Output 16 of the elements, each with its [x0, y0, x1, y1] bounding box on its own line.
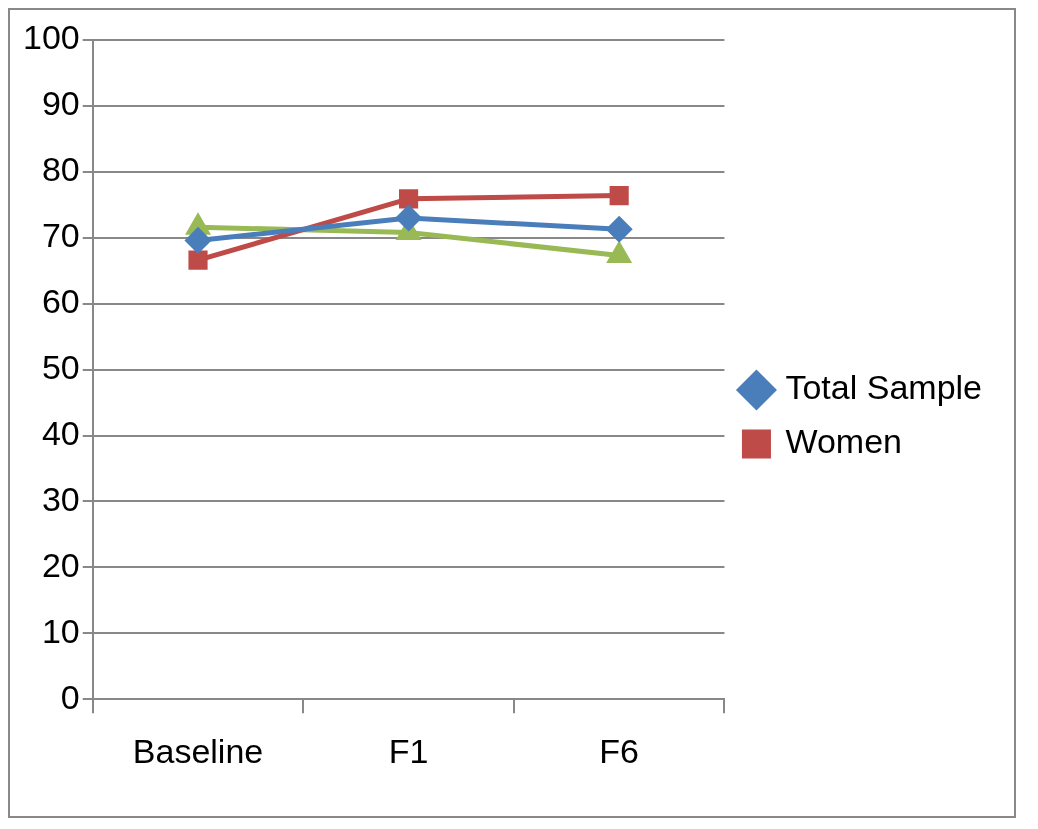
y-tick-label: 90 [41, 84, 80, 123]
y-tick-label: 70 [41, 216, 80, 255]
y-tick-label: 80 [41, 150, 80, 189]
x-tick-label: F6 [599, 731, 640, 770]
legend-label: Women [785, 422, 902, 461]
x-tick-label: F1 [388, 731, 429, 770]
legend-label: Total Sample [785, 368, 982, 407]
y-tick-label: 40 [41, 413, 80, 452]
y-tick-label: 30 [41, 479, 80, 518]
y-tick-label: 0 [60, 677, 80, 716]
y-tick-label: 100 [22, 18, 80, 57]
x-tick-label: Baseline [132, 731, 264, 770]
y-tick-label: 20 [41, 545, 80, 584]
y-tick-label: 50 [41, 347, 80, 386]
y-tick-label: 60 [41, 282, 80, 321]
y-tick-label: 10 [41, 611, 80, 650]
